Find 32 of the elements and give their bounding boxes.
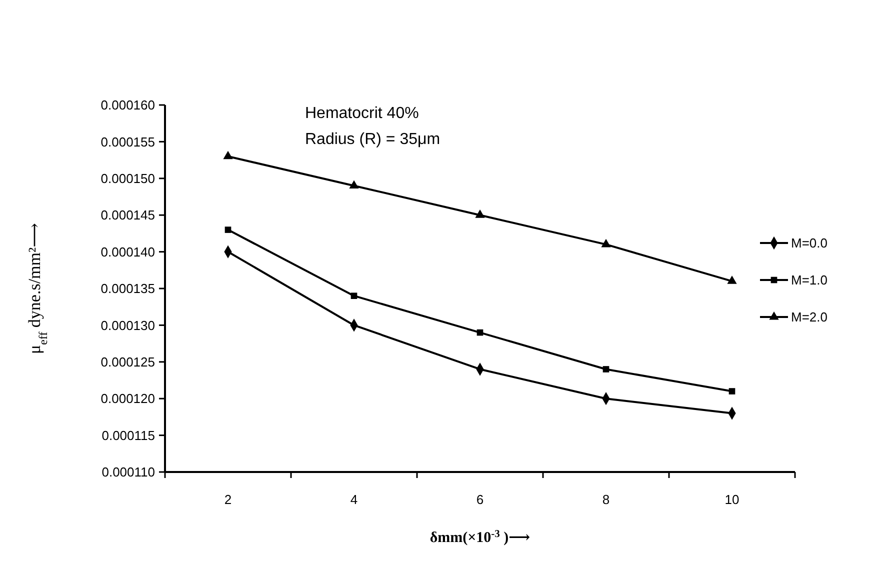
point — [475, 210, 485, 218]
point — [728, 388, 736, 394]
y-tick-label: 0.000160 — [100, 98, 155, 113]
y-tick-label: 0.000135 — [100, 281, 155, 296]
y-tick-label: 0.000140 — [100, 244, 155, 260]
legend-label: M=2.0 — [791, 310, 828, 325]
x-tick-label: 8 — [602, 492, 610, 507]
point — [601, 238, 611, 248]
x-tick-label: 2 — [224, 492, 232, 507]
point — [349, 180, 359, 189]
x-tick-label: 4 — [350, 492, 358, 507]
y-tick-label: 0.000125 — [100, 354, 155, 370]
point — [476, 329, 484, 336]
y-tick-label: 0.000110 — [102, 464, 155, 480]
x-axis-title: δmm(×10$^{-3}$)⟶ — [430, 528, 530, 546]
y-tick-label: 0.000150 — [100, 170, 155, 186]
point — [350, 292, 358, 300]
annotation: Radius (R) = 35μm — [305, 131, 440, 148]
point — [727, 276, 737, 284]
x-tick-label: 10 — [724, 492, 740, 507]
x-tick-label: 6 — [476, 492, 484, 507]
y-tick-label: 0.000155 — [100, 134, 155, 150]
y-tick-label: 0.000130 — [100, 318, 155, 333]
y-tick-label: 0.000115 — [102, 428, 155, 443]
annotation: Hematocrit 40% — [305, 105, 419, 122]
y-tick-label: 0.000120 — [100, 391, 155, 406]
y-tick-label: 0.000145 — [100, 208, 155, 223]
point — [224, 226, 232, 233]
point — [223, 150, 233, 160]
point — [602, 366, 610, 372]
legend-label: M=0.0 — [791, 236, 828, 251]
legend-label: M=1.0 — [791, 272, 828, 288]
